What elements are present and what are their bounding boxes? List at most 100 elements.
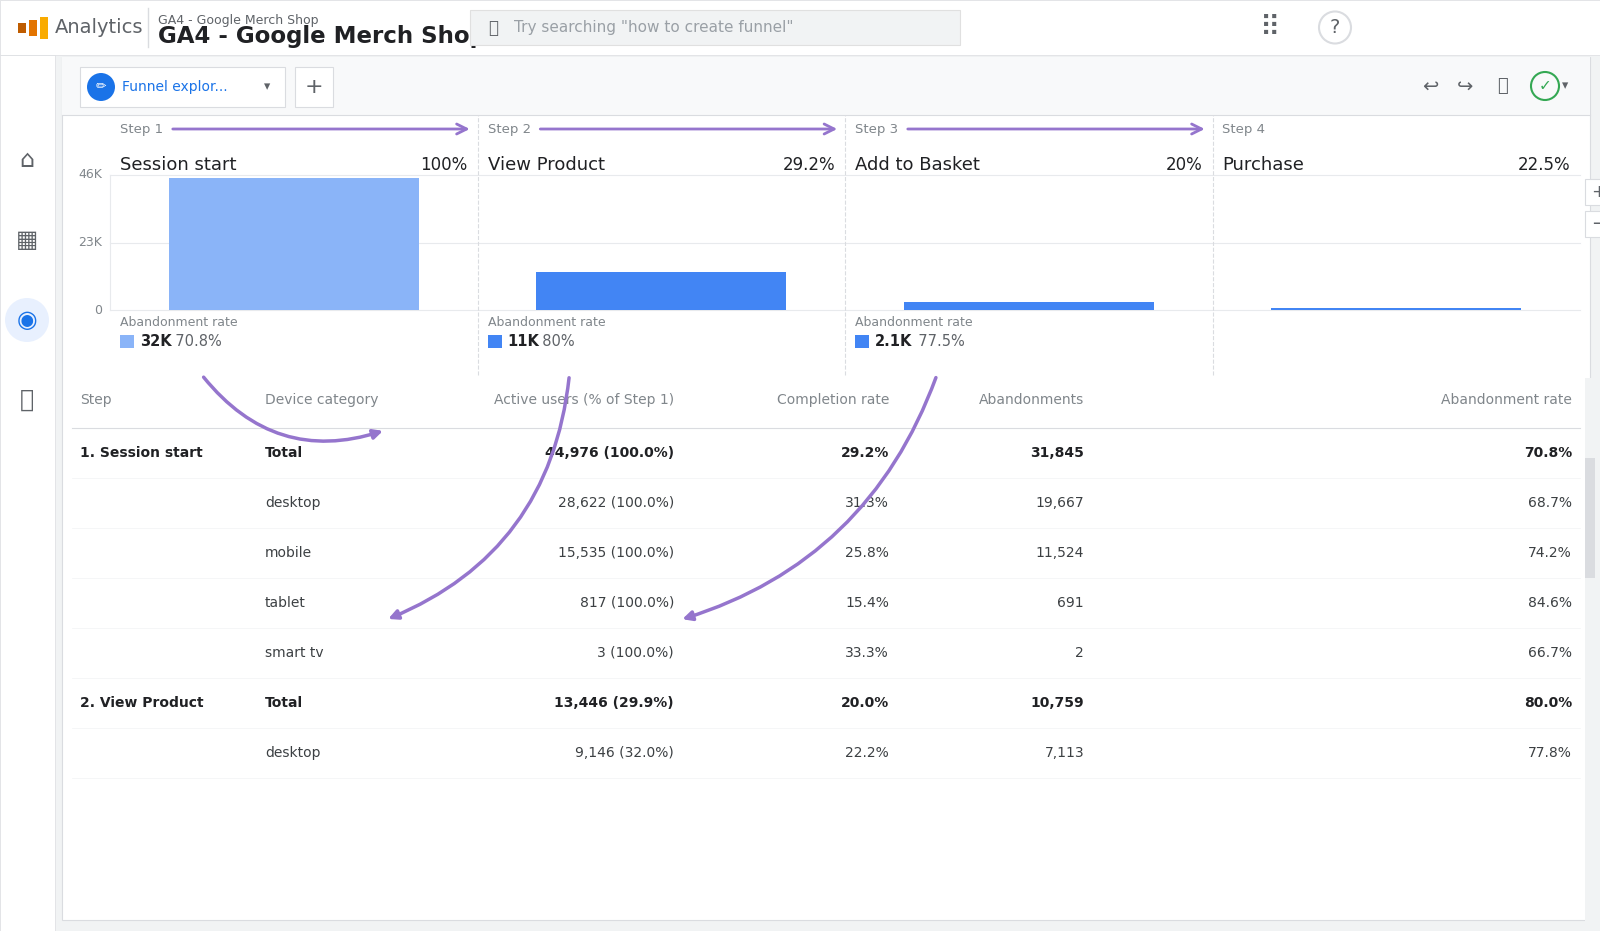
Text: ↪: ↪ [1458, 76, 1474, 96]
Text: 77.8%: 77.8% [1528, 746, 1571, 760]
Bar [18, 22, 26, 33]
Bar [80, 67, 285, 107]
Text: ↩: ↩ [1422, 76, 1438, 96]
Text: Purchase: Purchase [1222, 156, 1304, 174]
Text: Completion rate: Completion rate [776, 393, 890, 407]
Text: 68.7%: 68.7% [1528, 496, 1571, 510]
Bar [1586, 179, 1600, 205]
Text: Total: Total [266, 696, 302, 710]
Text: 33.3%: 33.3% [845, 646, 890, 660]
Text: 817 (100.0%): 817 (100.0%) [579, 596, 674, 610]
Bar [0, 55, 54, 931]
Text: Analytics: Analytics [54, 18, 144, 37]
Text: mobile: mobile [266, 546, 312, 560]
Text: Add to Basket: Add to Basket [854, 156, 979, 174]
Bar [170, 178, 419, 310]
Text: Funnel explor...: Funnel explor... [122, 80, 227, 94]
Bar [0, 0, 1600, 55]
Text: Abandonment rate: Abandonment rate [854, 316, 973, 329]
Text: 22.2%: 22.2% [845, 746, 890, 760]
Text: 29.2%: 29.2% [840, 446, 890, 460]
Bar [294, 67, 333, 107]
Text: 2: 2 [1075, 646, 1085, 660]
Text: ◉: ◉ [16, 308, 37, 332]
Text: ⌂: ⌂ [19, 148, 35, 172]
Text: 15,535 (100.0%): 15,535 (100.0%) [558, 546, 674, 560]
Text: 7,113: 7,113 [1045, 746, 1085, 760]
Text: 74.2%: 74.2% [1528, 546, 1571, 560]
Bar [1272, 308, 1522, 310]
Text: ▦: ▦ [16, 228, 38, 252]
Text: 31,845: 31,845 [1030, 446, 1085, 460]
Bar [904, 302, 1154, 310]
Text: 10,759: 10,759 [1030, 696, 1085, 710]
Text: −: − [1592, 215, 1600, 233]
Text: Abandonment rate: Abandonment rate [120, 316, 238, 329]
Text: 32K: 32K [141, 334, 171, 349]
Text: ⠿: ⠿ [1259, 14, 1280, 42]
Text: 15.4%: 15.4% [845, 596, 890, 610]
Text: tablet: tablet [266, 596, 306, 610]
Text: 100%: 100% [421, 156, 467, 174]
Text: 691: 691 [1058, 596, 1085, 610]
Circle shape [86, 73, 115, 101]
Text: 22.5%: 22.5% [1517, 156, 1570, 174]
Bar [40, 17, 48, 38]
Circle shape [5, 298, 50, 342]
Text: Session start: Session start [120, 156, 237, 174]
Text: GA4 - Google Merch Shop: GA4 - Google Merch Shop [158, 25, 486, 48]
Text: 29.2%: 29.2% [782, 156, 835, 174]
Bar [1586, 458, 1595, 578]
Text: ?: ? [1330, 18, 1341, 37]
Text: 19,667: 19,667 [1035, 496, 1085, 510]
Text: +: + [304, 77, 323, 97]
Text: ▾: ▾ [1562, 79, 1568, 92]
Bar [120, 335, 134, 348]
Text: ✏: ✏ [96, 80, 106, 93]
Text: Abandonments: Abandonments [979, 393, 1085, 407]
Text: 20%: 20% [1166, 156, 1203, 174]
Text: 🔍: 🔍 [488, 19, 498, 36]
Text: 84.6%: 84.6% [1528, 596, 1571, 610]
FancyArrowPatch shape [203, 377, 379, 441]
Bar [29, 20, 37, 35]
Text: Step 4: Step 4 [1222, 123, 1266, 136]
Bar [536, 272, 786, 310]
Text: 66.7%: 66.7% [1528, 646, 1571, 660]
Text: Step 3: Step 3 [854, 123, 898, 136]
Text: 1. Session start: 1. Session start [80, 446, 203, 460]
Text: Total: Total [266, 446, 302, 460]
Text: View Product: View Product [488, 156, 605, 174]
Text: Abandonment rate: Abandonment rate [1442, 393, 1571, 407]
Text: 80%: 80% [533, 334, 574, 349]
Text: 70.8%: 70.8% [1523, 446, 1571, 460]
Text: 👤: 👤 [1498, 77, 1509, 95]
Text: ▾: ▾ [264, 80, 270, 93]
Bar [470, 10, 960, 45]
Text: Step 2: Step 2 [488, 123, 531, 136]
Text: 31.3%: 31.3% [845, 496, 890, 510]
Text: 46K: 46K [78, 169, 102, 182]
Text: 11,524: 11,524 [1035, 546, 1085, 560]
Bar [488, 335, 501, 348]
Text: desktop: desktop [266, 746, 320, 760]
Text: 0: 0 [94, 304, 102, 317]
Text: 13,446 (29.9%): 13,446 (29.9%) [554, 696, 674, 710]
Text: desktop: desktop [266, 496, 320, 510]
Text: 28,622 (100.0%): 28,622 (100.0%) [558, 496, 674, 510]
Text: 23K: 23K [78, 236, 102, 249]
Text: 80.0%: 80.0% [1523, 696, 1571, 710]
Text: GA4 - Google Merch Shop: GA4 - Google Merch Shop [158, 14, 318, 27]
Text: 77.5%: 77.5% [909, 334, 965, 349]
Text: Step: Step [80, 393, 112, 407]
Text: Device category: Device category [266, 393, 379, 407]
Text: 44,976 (100.0%): 44,976 (100.0%) [546, 446, 674, 460]
Text: ⌖: ⌖ [19, 388, 34, 412]
Text: 70.8%: 70.8% [165, 334, 221, 349]
Text: 25.8%: 25.8% [845, 546, 890, 560]
FancyArrowPatch shape [392, 378, 570, 618]
Text: ✓: ✓ [1539, 78, 1552, 93]
Text: Try searching "how to create funnel": Try searching "how to create funnel" [514, 20, 794, 35]
Text: 11K: 11K [507, 334, 539, 349]
Text: smart tv: smart tv [266, 646, 323, 660]
